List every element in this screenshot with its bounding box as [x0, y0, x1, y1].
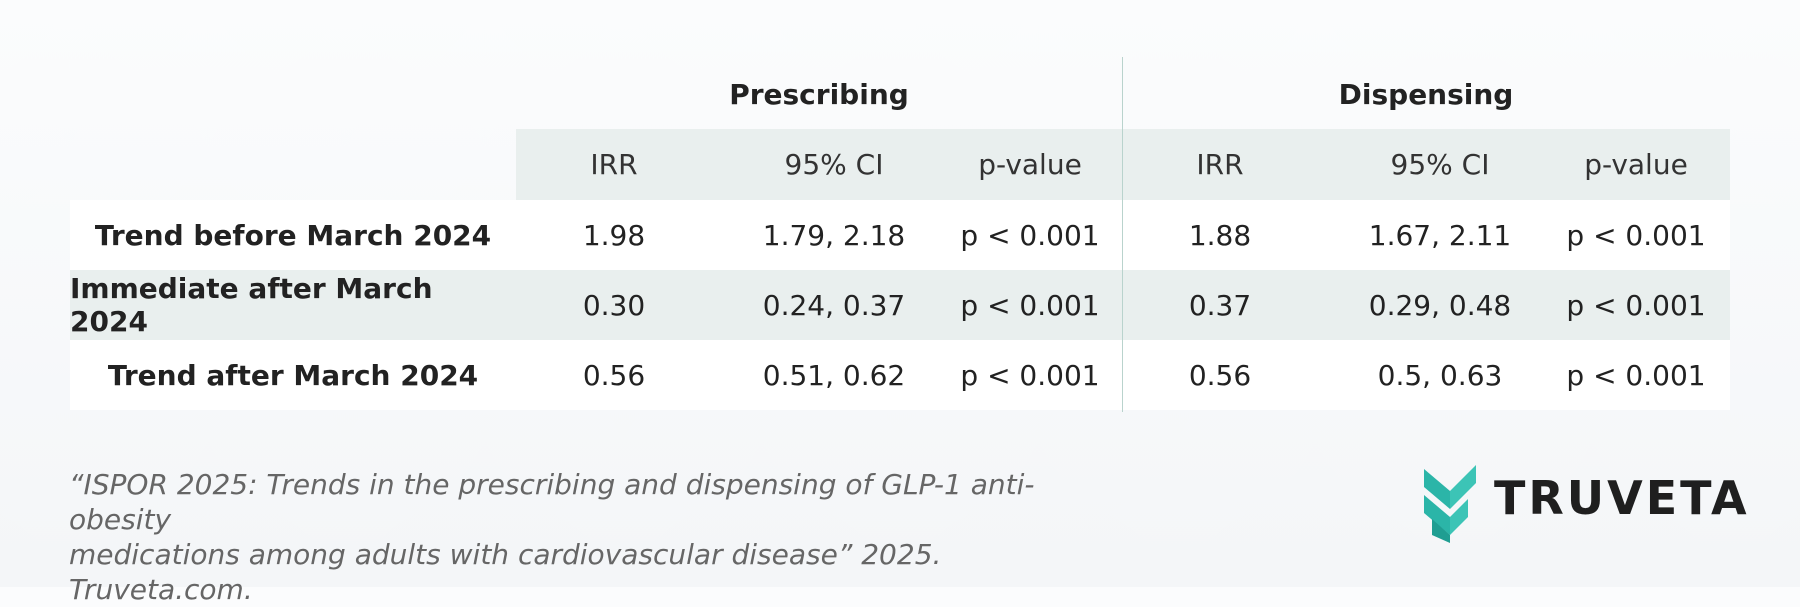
column-header-pvalue: p-value: [978, 147, 1082, 181]
table-cell: 1.88: [1188, 218, 1252, 252]
citation-line: “ISPOR 2025: Trends in the prescribing a…: [69, 468, 1035, 536]
table-cell: 0.51, 0.62: [762, 358, 906, 392]
row-label: Trend after March 2024: [107, 358, 479, 392]
table-cell: p < 0.001: [1566, 358, 1706, 392]
results-table: Prescribing Dispensing IRR 95% CI p-valu…: [70, 57, 1730, 412]
table-cell: p < 0.001: [960, 218, 1100, 252]
table-cell: p < 0.001: [960, 358, 1100, 392]
column-header-ci: 95% CI: [784, 147, 884, 181]
table-cell: 1.98: [582, 218, 646, 252]
table-cell: 0.5, 0.63: [1377, 358, 1503, 392]
table-cell: 0.56: [1188, 358, 1252, 392]
group-header-prescribing: Prescribing: [729, 77, 909, 111]
group-header-dispensing: Dispensing: [1338, 77, 1514, 111]
table-cell: p < 0.001: [1566, 288, 1706, 322]
table-cell: p < 0.001: [1566, 218, 1706, 252]
column-header-irr: IRR: [1196, 147, 1244, 181]
row-band: [70, 200, 1730, 270]
column-header-ci: 95% CI: [1390, 147, 1490, 181]
table-cell: 0.24, 0.37: [762, 288, 906, 322]
group-divider: [1122, 57, 1123, 412]
table-cell: 0.37: [1188, 288, 1252, 322]
table-cell: p < 0.001: [960, 288, 1100, 322]
table-cell: 0.29, 0.48: [1368, 288, 1512, 322]
column-header-pvalue: p-value: [1584, 147, 1688, 181]
row-band: [70, 340, 1730, 410]
citation: “ISPOR 2025: Trends in the prescribing a…: [69, 467, 1069, 607]
truveta-logo: TRUVETA: [1420, 455, 1747, 545]
table-cell: 1.67, 2.11: [1368, 218, 1512, 252]
row-band: [70, 270, 1730, 340]
row-label: Immediate after March 2024: [70, 272, 433, 338]
table-cell: 1.79, 2.18: [762, 218, 906, 252]
citation-line: medications among adults with cardiovasc…: [69, 538, 942, 606]
table-cell: 0.56: [582, 358, 646, 392]
column-header-irr: IRR: [590, 147, 638, 181]
row-label: Trend before March 2024: [94, 218, 492, 252]
table-cell: 0.30: [582, 288, 646, 322]
chevron-stack-icon: [1424, 465, 1476, 543]
logo-wordmark: TRUVETA: [1494, 471, 1750, 525]
